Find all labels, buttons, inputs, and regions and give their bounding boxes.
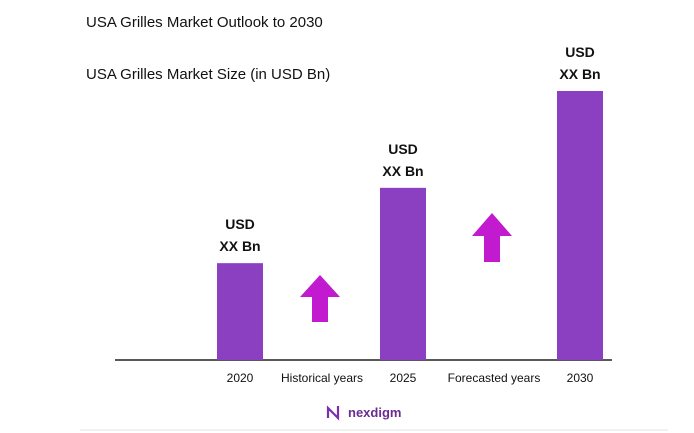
page-title: USA Grilles Market Outlook to 2030: [86, 14, 323, 31]
value-label: USD XX Bn: [382, 140, 424, 179]
logo-icon: [326, 405, 340, 421]
period-label: Forecasted years: [447, 371, 541, 385]
growth-arrow: [300, 275, 340, 322]
growth-arrow: [472, 213, 512, 262]
period-label: Historical years: [280, 371, 364, 385]
chart-title: USA Grilles Market Size (in USD Bn): [86, 66, 331, 83]
logo: nexdigm: [348, 405, 402, 420]
bar: [217, 263, 263, 360]
x-tick-label: 2025: [389, 371, 417, 385]
x-tick-label: 2020: [226, 371, 254, 385]
value-label: USD XX Bn: [559, 44, 601, 82]
value-label: USD XX Bn: [219, 216, 261, 255]
x-tick-label: 2030: [566, 371, 594, 385]
bar: [557, 91, 603, 360]
bar: [380, 187, 426, 360]
